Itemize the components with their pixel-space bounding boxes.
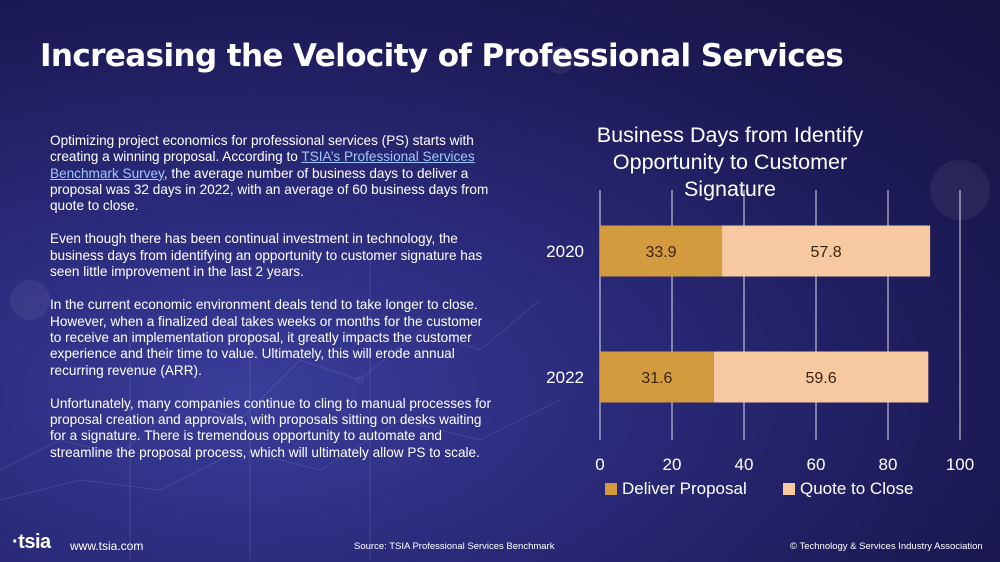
y-category-label: 2022 (546, 368, 584, 387)
bar-data-label: 57.8 (811, 244, 842, 261)
bar-data-label: 33.9 (645, 244, 676, 261)
website-link[interactable]: www.tsia.com (70, 539, 144, 553)
legend-swatch (783, 483, 795, 495)
x-tick-label: 40 (735, 455, 754, 474)
legend-swatch (605, 483, 617, 495)
bar-segment (600, 225, 723, 277)
body-text: Optimizing project economics for profess… (50, 133, 495, 478)
y-category-label: 2020 (546, 242, 584, 261)
bar-data-label: 59.6 (805, 370, 836, 387)
bar-segment (713, 351, 929, 403)
x-tick-label: 20 (663, 455, 682, 474)
x-tick-label: 100 (946, 455, 974, 474)
x-tick-label: 80 (879, 455, 898, 474)
paragraph-1: Optimizing project economics for profess… (50, 133, 495, 214)
stacked-bar-chart: 0 20 40 60 80 100 2020 33.9 57.8 2022 31.6 59.6 Deli… (546, 190, 974, 498)
legend-label: Quote to Close (800, 479, 913, 498)
bar-segment (600, 351, 714, 403)
bar-data-label: 31.6 (641, 370, 672, 387)
x-tick-label: 0 (595, 455, 604, 474)
paragraph-2: Even though there has been continual inv… (50, 231, 483, 280)
bar-segment (722, 225, 931, 277)
page-title: Increasing the Velocity of Professional … (40, 38, 844, 74)
source-note: Source: TSIA Professional Services Bench… (354, 541, 555, 552)
paragraph-1-text: Optimizing project economics for profess… (50, 133, 474, 165)
paragraph-4: Unfortunately, many companies continue t… (50, 395, 492, 460)
legend-label: Deliver Proposal (622, 479, 747, 498)
logo-text: tsia (18, 531, 51, 553)
x-tick-label: 60 (807, 455, 826, 474)
paragraph-3: In the current economic environment deal… (50, 297, 483, 378)
copyright-note: © Technology & Services Industry Associa… (790, 541, 983, 552)
benchmark-survey-link[interactable]: TSIA’s Professional Services Benchmark S… (50, 149, 475, 181)
paragraph-1-text-end: , the average number of business days to… (50, 165, 489, 214)
tsia-logo: ·tsia (12, 531, 51, 553)
chart-title: Business Days from Identify Opportunity … (596, 123, 864, 201)
